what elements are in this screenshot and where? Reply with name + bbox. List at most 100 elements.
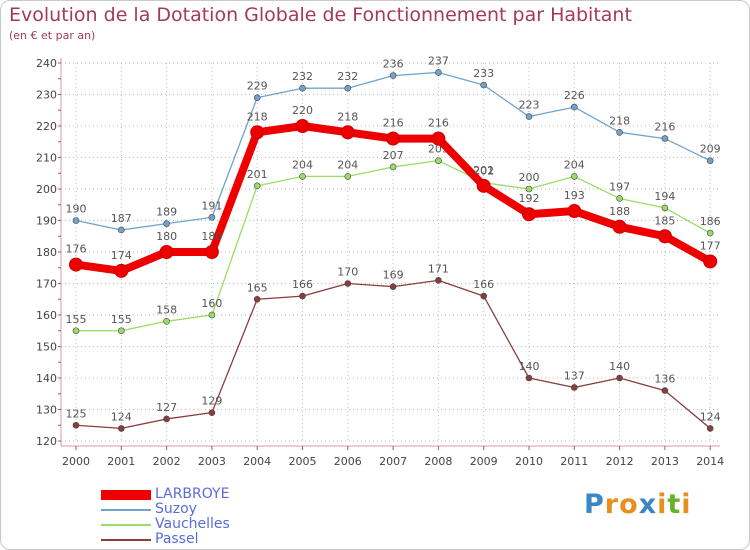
data-label-vauchelles: 186 [700, 215, 721, 228]
data-label-larbroye: 188 [609, 205, 630, 218]
data-point-larbroye [657, 229, 672, 244]
data-label-larbroye: 216 [428, 117, 449, 130]
data-label-vauchelles: 202 [473, 165, 494, 178]
data-label-passel: 171 [428, 262, 449, 275]
data-point-suzoy [163, 220, 170, 227]
data-point-suzoy [344, 84, 352, 92]
data-label-larbroye: 192 [519, 192, 540, 205]
x-tick-label: 2004 [243, 455, 271, 468]
proxiti-logo: Proxiti [584, 489, 692, 520]
proxiti-letter: r [604, 489, 620, 520]
data-point-passel [208, 409, 216, 416]
data-label-vauchelles: 155 [111, 313, 132, 326]
data-label-passel: 165 [247, 281, 268, 294]
data-point-suzoy [118, 226, 125, 234]
data-label-passel: 136 [654, 373, 675, 386]
y-tick-label: 140 [36, 372, 57, 385]
proxiti-letter: i [657, 489, 668, 520]
data-label-passel: 125 [66, 407, 87, 420]
x-tick-label: 2014 [696, 455, 724, 468]
data-label-suzoy: 191 [201, 199, 222, 212]
data-point-passel [570, 384, 578, 391]
legend-item-larbroye[interactable]: LARBROYE [101, 487, 230, 502]
data-point-larbroye [340, 125, 355, 140]
data-label-larbroye: 180 [156, 230, 177, 243]
data-point-vauchelles [208, 311, 216, 319]
data-point-passel [706, 425, 714, 432]
data-point-passel [525, 374, 533, 382]
data-label-vauchelles: 204 [564, 158, 585, 171]
data-point-suzoy [299, 84, 306, 92]
data-point-larbroye [250, 125, 265, 140]
data-point-suzoy [525, 113, 533, 120]
legend-swatch-passel [101, 538, 151, 541]
data-label-passel: 170 [337, 266, 358, 279]
data-label-passel: 166 [292, 278, 313, 291]
data-label-vauchelles: 204 [337, 158, 358, 171]
data-label-passel: 140 [519, 360, 540, 373]
data-label-suzoy: 232 [292, 70, 313, 83]
legend-label-vauchelles: Vauchelles [155, 516, 230, 532]
y-tick-label: 240 [36, 57, 57, 70]
data-label-suzoy: 237 [428, 54, 449, 67]
x-tick-label: 2005 [289, 455, 317, 468]
x-tick-label: 2000 [62, 455, 90, 468]
data-label-vauchelles: 194 [654, 190, 675, 203]
data-label-suzoy: 189 [156, 206, 177, 219]
data-point-vauchelles [344, 173, 352, 180]
legend-item-vauchelles[interactable]: Vauchelles [101, 517, 230, 532]
y-tick-label: 130 [36, 404, 57, 417]
data-point-larbroye [612, 219, 627, 234]
y-tick-label: 230 [36, 89, 57, 102]
data-point-larbroye [159, 245, 174, 259]
data-label-vauchelles: 201 [247, 168, 268, 181]
legend-label-suzoy: Suzoy [155, 501, 197, 517]
data-label-vauchelles: 158 [156, 303, 177, 316]
data-label-suzoy: 236 [383, 58, 404, 71]
legend-label-passel: Passel [155, 531, 199, 547]
chart-title: Evolution de la Dotation Globale de Fonc… [9, 4, 632, 26]
legend-item-passel[interactable]: Passel [101, 532, 230, 547]
y-tick-label: 210 [36, 152, 57, 165]
data-point-passel [389, 283, 397, 290]
x-tick-label: 2007 [379, 455, 407, 468]
data-point-passel [344, 280, 352, 287]
data-point-suzoy [389, 72, 397, 79]
data-point-larbroye [295, 119, 310, 133]
data-point-suzoy [661, 135, 669, 142]
data-point-passel [661, 387, 669, 394]
x-tick-label: 2003 [198, 455, 226, 468]
x-tick-label: 2002 [153, 455, 181, 468]
data-label-larbroye: 180 [201, 230, 222, 243]
data-point-larbroye [703, 254, 718, 269]
data-point-larbroye [204, 245, 219, 259]
chart-subtitle: (en € et par an) [9, 29, 96, 42]
proxiti-letter: i [681, 489, 692, 520]
data-point-larbroye [567, 204, 582, 219]
data-point-larbroye [114, 263, 129, 278]
data-point-vauchelles [163, 317, 170, 325]
data-label-suzoy: 216 [654, 121, 675, 134]
x-tick-label: 2006 [334, 455, 362, 468]
data-point-vauchelles [525, 185, 533, 193]
data-label-suzoy: 187 [111, 212, 132, 225]
legend-swatch-larbroye [101, 489, 151, 500]
legend-item-suzoy[interactable]: Suzoy [101, 502, 230, 517]
x-tick-label: 2008 [424, 455, 452, 468]
data-label-larbroye: 218 [247, 110, 268, 123]
data-label-vauchelles: 204 [292, 158, 313, 171]
data-label-larbroye: 193 [564, 189, 585, 202]
data-point-suzoy [435, 69, 442, 76]
data-point-suzoy [480, 81, 488, 89]
data-label-larbroye: 174 [111, 249, 132, 262]
data-point-vauchelles [706, 229, 714, 237]
proxiti-letter: o [619, 489, 639, 520]
data-point-suzoy [616, 129, 623, 136]
proxiti-letter: x [638, 489, 658, 520]
x-tick-label: 2009 [470, 455, 498, 468]
data-label-larbroye: 177 [700, 239, 721, 252]
data-label-larbroye: 176 [66, 243, 87, 256]
data-point-passel [118, 425, 125, 432]
legend-swatch-suzoy [101, 508, 151, 511]
